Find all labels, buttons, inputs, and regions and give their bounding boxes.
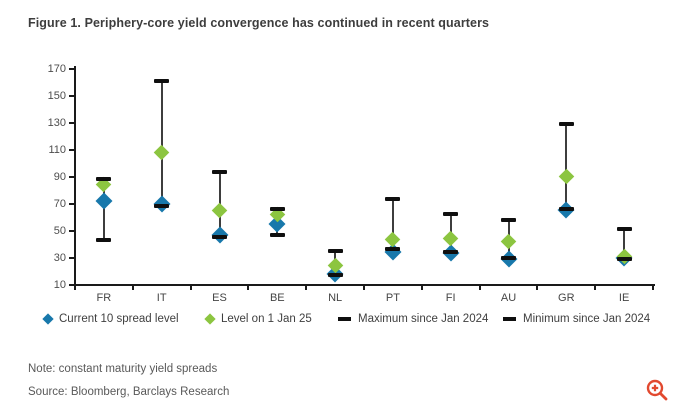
legend-label-minimum: Minimum since Jan 2024 bbox=[523, 313, 651, 325]
minimum-dash-marker bbox=[385, 247, 401, 252]
minimum-dash-marker bbox=[154, 204, 170, 209]
jan25-level-marker bbox=[385, 232, 401, 248]
range-whisker bbox=[565, 123, 568, 209]
min-dash-icon bbox=[503, 317, 516, 321]
x-axis-label: ES bbox=[212, 292, 227, 304]
plot-area: 10 30 50 70 90 110 130 150 170 FR IT ES BE NL PT FI AU GR… bbox=[0, 62, 680, 310]
x-tick bbox=[536, 284, 539, 290]
jan25-level-marker bbox=[442, 230, 459, 247]
zoom-in-icon[interactable] bbox=[645, 378, 669, 402]
minimum-dash-marker bbox=[558, 206, 574, 211]
legend-item-current: Current 10 spread level bbox=[42, 310, 179, 328]
y-tick bbox=[69, 229, 75, 232]
y-axis-label: 130 bbox=[47, 116, 66, 129]
y-axis-label: 30 bbox=[53, 251, 66, 264]
minimum-dash-marker bbox=[443, 250, 459, 255]
legend-item-minimum: Minimum since Jan 2024 bbox=[503, 310, 650, 328]
y-tick bbox=[69, 67, 75, 70]
maximum-dash-marker bbox=[154, 78, 170, 83]
x-axis-label: GR bbox=[558, 292, 575, 304]
range-whisker bbox=[391, 199, 394, 250]
current-spread-marker bbox=[95, 192, 113, 210]
y-axis-label: 150 bbox=[47, 89, 66, 102]
range-whisker bbox=[623, 229, 626, 259]
legend-item-maximum: Maximum since Jan 2024 bbox=[338, 310, 488, 328]
maximum-dash-marker bbox=[616, 227, 632, 232]
maximum-dash-marker bbox=[212, 170, 227, 175]
current-diamond-icon bbox=[42, 313, 54, 325]
legend-label-current: Current 10 spread level bbox=[59, 313, 179, 325]
y-tick bbox=[69, 148, 75, 151]
x-tick bbox=[652, 284, 654, 290]
x-tick bbox=[478, 284, 481, 290]
x-axis-label: FR bbox=[96, 292, 112, 304]
figure-note: Note: constant maturity yield spreads bbox=[28, 363, 218, 375]
jan25-level-marker bbox=[153, 144, 170, 160]
x-tick bbox=[594, 284, 597, 290]
figure-source: Source: Bloomberg, Barclays Research bbox=[28, 386, 230, 398]
y-tick bbox=[69, 202, 75, 205]
x-axis-label: BE bbox=[269, 292, 285, 304]
chart-legend: Current 10 spread level Level on 1 Jan 2… bbox=[0, 310, 680, 328]
maximum-dash-marker bbox=[96, 177, 112, 182]
figure-title: Figure 1. Periphery-core yield convergen… bbox=[28, 16, 490, 30]
y-tick bbox=[69, 283, 75, 286]
jan25-diamond-icon bbox=[204, 313, 216, 325]
x-tick bbox=[363, 284, 365, 290]
legend-label-maximum: Maximum since Jan 2024 bbox=[358, 313, 489, 325]
jan25-level-marker bbox=[500, 233, 517, 250]
maximum-dash-marker bbox=[501, 217, 516, 222]
x-axis-label: IE bbox=[618, 292, 630, 304]
x-tick bbox=[305, 284, 308, 290]
x-tick bbox=[131, 284, 134, 290]
minimum-dash-marker bbox=[269, 232, 285, 237]
maximum-dash-marker bbox=[327, 248, 343, 253]
jan25-level-marker bbox=[558, 168, 575, 185]
minimum-dash-marker bbox=[96, 237, 112, 242]
x-tick bbox=[189, 284, 192, 290]
y-axis-label: 50 bbox=[53, 224, 66, 237]
y-axis-label: 110 bbox=[48, 143, 66, 156]
y-tick bbox=[69, 94, 75, 97]
x-axis-label: PT bbox=[385, 292, 400, 304]
y-axis-label: 90 bbox=[53, 170, 66, 183]
y-tick bbox=[69, 256, 75, 259]
maximum-dash-marker bbox=[385, 197, 401, 202]
x-tick bbox=[420, 284, 423, 290]
x-axis-label: AU bbox=[500, 292, 517, 304]
maximum-dash-marker bbox=[558, 121, 574, 126]
legend-item-jan25: Level on 1 Jan 25 bbox=[204, 310, 312, 328]
minimum-dash-marker bbox=[616, 256, 632, 261]
y-axis-label: 170 bbox=[47, 62, 66, 75]
legend-label-jan25: Level on 1 Jan 25 bbox=[221, 313, 312, 325]
y-axis-label: 10 bbox=[53, 278, 66, 291]
y-axis-label: 70 bbox=[53, 197, 66, 210]
range-whisker bbox=[102, 179, 105, 240]
maximum-dash-marker bbox=[443, 212, 459, 217]
y-axis-line bbox=[74, 66, 76, 286]
x-axis-label: NL bbox=[328, 292, 343, 304]
minimum-dash-marker bbox=[212, 235, 227, 240]
x-tick bbox=[247, 284, 250, 290]
minimum-dash-marker bbox=[327, 273, 343, 278]
range-whisker bbox=[160, 80, 163, 207]
x-tick bbox=[74, 284, 76, 290]
y-tick bbox=[69, 121, 75, 124]
x-axis-label: IT bbox=[156, 292, 167, 304]
max-dash-icon bbox=[338, 317, 351, 321]
y-tick bbox=[69, 175, 75, 178]
jan25-level-marker bbox=[211, 202, 228, 219]
minimum-dash-marker bbox=[501, 255, 516, 260]
maximum-dash-marker bbox=[269, 206, 285, 211]
x-axis-label: FI bbox=[445, 292, 456, 304]
